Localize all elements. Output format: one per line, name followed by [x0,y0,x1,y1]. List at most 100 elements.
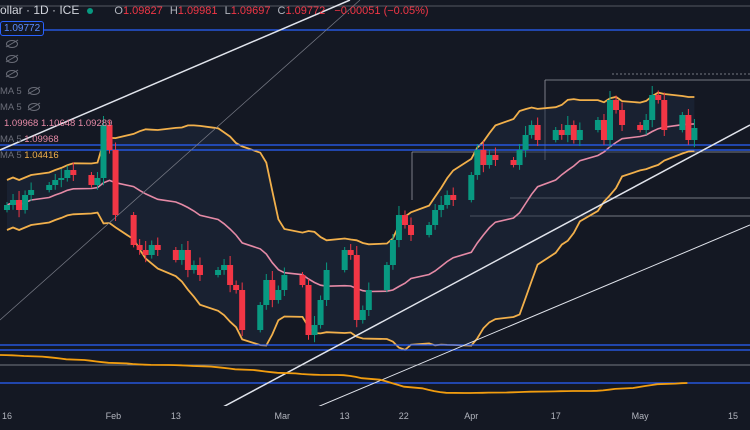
symbol-title[interactable]: ollar · 1D · ICE [0,3,80,17]
candle [359,305,366,324]
indicator-row[interactable]: MA 5 [0,86,40,97]
candle [438,196,445,218]
candle-body [58,178,65,180]
indicator-row[interactable] [0,54,18,65]
candle [130,212,137,248]
eye-hidden-icon[interactable] [6,40,18,49]
candle [426,222,433,238]
candle-body [106,125,113,150]
time-tick-label: 17 [550,411,561,421]
candle-body [28,190,35,195]
candle-body [130,215,137,245]
candle [480,141,487,173]
indicator-row[interactable]: MA 5 [0,102,40,113]
candle [576,122,583,146]
candle-body [305,285,312,335]
time-axis[interactable]: 16 Feb 13 Mar 13 22 Apr 17 May 15 [0,406,750,430]
symbol-legend: ollar · 1D · ICE O1.09827 H1.09981 L1.09… [0,3,429,17]
candle-body [528,125,535,135]
eye-hidden-icon[interactable] [27,87,40,96]
candle [685,109,692,145]
candle [365,282,372,316]
indicator-row-bollinger[interactable]: 1.09968 1.10648 1.09289 [0,118,112,129]
candle [655,90,662,104]
candle [215,267,222,278]
candle [341,247,348,273]
candle [46,182,53,193]
candle [16,191,23,218]
candle [564,116,571,143]
candle [643,114,650,135]
indicator-row[interactable]: MA 5 1.04416 [0,150,59,161]
candle-body [22,195,29,210]
candle-body [172,250,179,260]
candle-body [341,250,348,270]
candle-body [401,215,408,225]
indicator-row[interactable] [0,39,18,50]
candle-body [88,175,95,185]
candle [227,256,234,293]
candle-body [534,125,541,140]
candle-body [52,180,59,185]
candle [691,119,698,148]
indicator-row[interactable]: MA 5 1.09968 [0,134,59,145]
candle [269,271,276,308]
candle-body [233,285,240,290]
bollinger-upper-band [6,91,695,246]
low-value: 1.09697 [230,5,271,17]
candle [148,240,155,259]
candle-body [570,125,577,140]
indicator-row[interactable] [0,69,18,80]
candle-body [619,110,626,125]
candle [281,267,288,296]
eye-hidden-icon[interactable] [6,70,18,79]
candle-body [100,125,107,178]
candle [510,157,517,168]
candle-body [395,215,402,240]
eye-hidden-icon[interactable] [6,55,18,64]
candle-body [323,270,330,300]
price-chart[interactable] [0,0,750,406]
candle-body [492,155,499,160]
candle [552,127,559,143]
eye-hidden-icon[interactable] [27,103,40,112]
candle-body [359,310,366,320]
time-tick-label: Apr [464,411,479,421]
candle [558,124,565,140]
time-tick-label: Mar [274,411,290,421]
candle-body [227,265,234,285]
candle [221,259,228,275]
candle-body [594,120,601,130]
candle-body [184,250,191,270]
candle-body [522,135,529,150]
candle-body [468,175,475,200]
candle [600,114,607,145]
candle-body [190,265,197,270]
candle-body [317,300,324,325]
candle [239,282,246,336]
candle [395,206,402,248]
candle-body [281,275,288,290]
candle [112,142,119,221]
candle [88,172,95,188]
candle-body [269,280,276,300]
candle-body [275,290,282,300]
candle-body [558,130,565,135]
candle-body [691,128,698,140]
candle-body [16,200,23,210]
candle [22,190,29,214]
candle-body [383,265,390,290]
candle-body [239,290,246,330]
candle-body [112,150,119,215]
candle [305,279,312,340]
candle [516,144,523,170]
candle [486,150,493,169]
candle [607,91,613,148]
candle-body [643,120,650,130]
candle-body [474,150,481,175]
candle-body [4,205,10,210]
close-value: 1.09772 [285,5,326,17]
candle [649,86,656,128]
bollinger-bands [6,91,695,351]
trend-lines[interactable] [0,0,750,406]
